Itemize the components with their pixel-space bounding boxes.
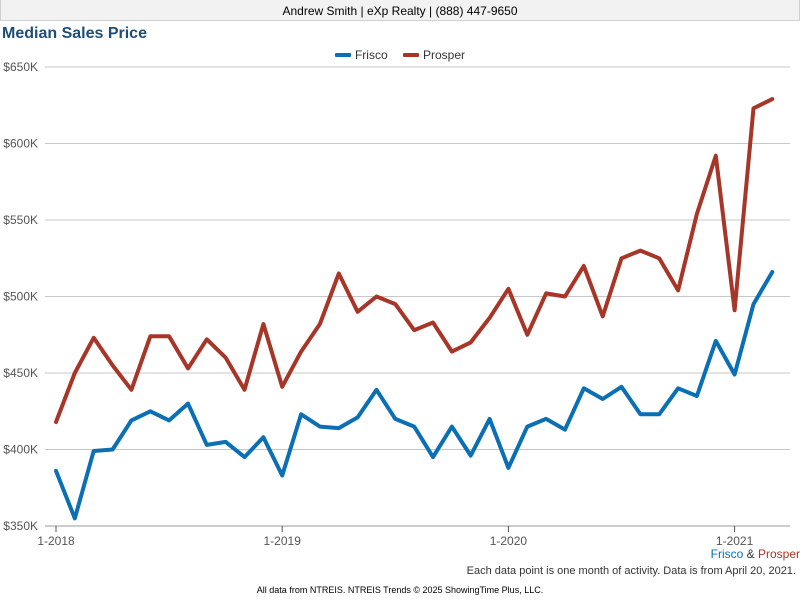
legend-label-frisco: Frisco (354, 48, 388, 62)
x-tick-label: 1-2021 (716, 534, 754, 548)
legend-label-prosper: Prosper (422, 48, 466, 62)
legend: Frisco Prosper (0, 46, 800, 62)
series-note-frisco: Frisco (710, 547, 744, 561)
legend-swatch-prosper (402, 53, 419, 57)
x-tick-label: 1-2019 (264, 534, 302, 548)
y-tick-label: $350K (3, 519, 38, 533)
legend-item-frisco[interactable]: Frisco (334, 48, 388, 62)
legend-swatch-frisco (334, 53, 351, 57)
series-note-prosper: Prosper (757, 547, 800, 561)
chart-title: Median Sales Price (2, 25, 147, 42)
legend-item-prosper[interactable]: Prosper (402, 48, 466, 62)
x-tick-label: 1-2018 (37, 534, 75, 548)
x-tick-label: 1-2020 (490, 534, 528, 548)
footnote: Each data point is one month of activity… (466, 565, 796, 577)
y-tick-label: $500K (3, 290, 38, 304)
data-source: All data from NTREIS. NTREIS Trends © 20… (256, 585, 544, 595)
y-tick-label: $650K (3, 60, 38, 74)
agent-header: Andrew Smith | eXp Realty | (888) 447-96… (0, 0, 800, 21)
y-tick-label: $550K (3, 213, 38, 227)
series-line-frisco (54, 270, 775, 521)
series-note-ampersand: & (743, 547, 758, 561)
y-tick-label: $600K (3, 137, 38, 151)
y-tick-label: $450K (3, 366, 38, 380)
series-note: Frisco & Prosper (711, 547, 800, 561)
series-line-prosper (54, 97, 775, 424)
y-tick-label: $400K (3, 443, 38, 457)
